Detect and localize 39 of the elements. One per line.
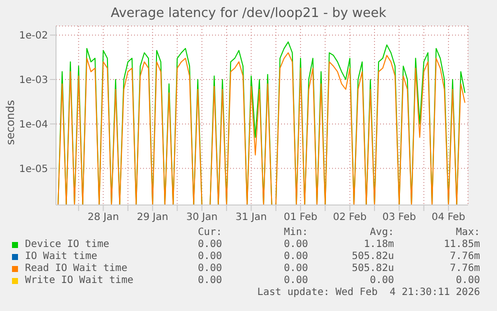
x-tick-label: 04 Feb [432, 212, 466, 224]
text: 0.00 [196, 239, 222, 251]
x-tick-label: 29 Jan [136, 212, 168, 224]
y-tick-label: 1e-05 [19, 164, 48, 175]
x-tick-label: 31 Jan [236, 212, 267, 224]
text: Last update: Wed Feb 4 21:30:11 2026 [256, 287, 480, 299]
text: 11.85m [442, 239, 480, 251]
text: 0.00 [368, 275, 394, 287]
text: 7.76m [448, 263, 480, 275]
text: 0.00 [282, 275, 308, 287]
legend-label: Device IO time [25, 239, 110, 251]
chart-title: Average latency for /dev/loop21 - by week [110, 6, 388, 22]
y-tick-label: 1e-04 [19, 120, 48, 130]
x-tick-label: 03 Feb [382, 212, 416, 224]
x-tick-label: 30 Jan [186, 212, 218, 224]
text: 0.00 [196, 251, 222, 263]
text: 0.00 [282, 263, 308, 275]
x-tick-label: 01 Feb [284, 212, 318, 224]
legend-label: Write IO Wait time [25, 275, 134, 287]
text: 0.00 [282, 251, 308, 263]
text: Min: [282, 227, 308, 239]
text: 1.18m [362, 239, 394, 251]
text: 505.82u [350, 251, 394, 263]
y-tick-label: 1e-03 [19, 75, 48, 86]
text: 0.00 [454, 275, 480, 287]
text: 0.00 [196, 275, 222, 287]
x-tick-label: 02 Feb [333, 212, 367, 224]
legend-label: Read IO Wait time [25, 263, 128, 275]
text: 0.00 [282, 239, 308, 251]
text: 7.76m [448, 251, 480, 263]
y-tick-label: 1e-02 [19, 30, 48, 42]
text: Avg: [368, 227, 394, 239]
legend-label: IO Wait time [25, 251, 98, 263]
text: 0.00 [196, 263, 222, 275]
text: 505.82u [350, 263, 394, 275]
y-axis-title: seconds [4, 100, 16, 144]
text: Cur: [196, 227, 222, 239]
text: Max: [454, 227, 480, 239]
x-tick-label: 28 Jan [88, 212, 119, 224]
